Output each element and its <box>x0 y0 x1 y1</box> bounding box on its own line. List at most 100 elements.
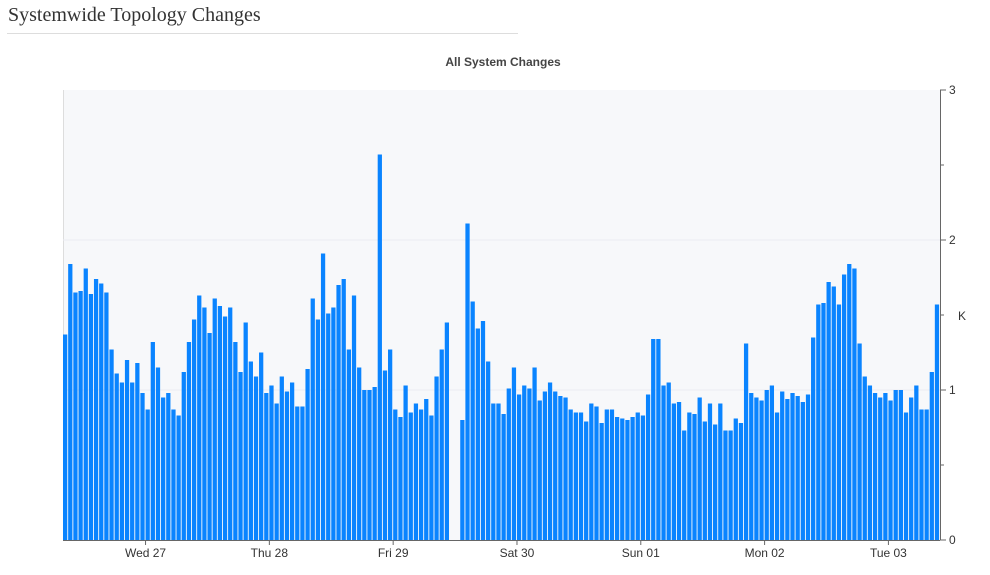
bar <box>934 304 940 540</box>
bar <box>749 393 754 540</box>
bar <box>480 321 486 540</box>
bar <box>166 393 171 540</box>
bar <box>496 403 501 540</box>
bar <box>222 316 228 540</box>
bar <box>248 361 253 540</box>
bar <box>408 412 413 540</box>
bar <box>93 279 99 540</box>
bar <box>584 421 589 540</box>
page-title: Systemwide Topology Changes <box>8 4 261 26</box>
bar <box>413 403 419 540</box>
bar <box>532 367 537 540</box>
bar <box>506 388 511 540</box>
bar <box>78 291 83 540</box>
bar <box>831 286 836 540</box>
bar <box>382 370 388 540</box>
bar <box>135 363 140 540</box>
bar <box>764 390 769 540</box>
bar <box>346 349 351 540</box>
bar <box>274 403 279 540</box>
bar <box>728 430 733 540</box>
x-tick-label: Thu 28 <box>251 546 289 560</box>
bar <box>702 421 707 540</box>
bar <box>883 393 888 540</box>
bar <box>872 393 878 540</box>
y-tick-label: 1 <box>949 383 956 397</box>
bar <box>924 409 929 540</box>
bar <box>320 253 326 540</box>
bar <box>780 391 785 540</box>
bar <box>326 313 331 540</box>
title-divider <box>7 33 518 34</box>
bar <box>124 360 130 540</box>
bar <box>800 402 805 540</box>
bar <box>377 154 382 540</box>
bar <box>811 337 816 540</box>
bar <box>140 393 145 540</box>
bar <box>305 369 310 540</box>
bar <box>671 403 676 540</box>
bar <box>707 403 713 540</box>
bar <box>630 417 635 540</box>
bar <box>207 333 212 540</box>
bar <box>130 382 135 540</box>
bar <box>439 349 444 540</box>
bar <box>217 306 223 540</box>
bar <box>542 391 548 540</box>
bar <box>553 391 558 540</box>
bar <box>434 376 439 540</box>
bar <box>687 412 692 540</box>
bar <box>537 400 542 540</box>
bar <box>284 391 290 540</box>
bar <box>279 376 284 540</box>
bar <box>573 412 578 540</box>
bar <box>465 223 470 540</box>
bar <box>88 294 94 540</box>
bar <box>723 430 728 540</box>
bar <box>563 397 568 540</box>
bar <box>713 424 718 540</box>
bar <box>516 394 522 540</box>
bar <box>155 367 161 540</box>
bar <box>620 418 625 540</box>
bar <box>310 298 315 540</box>
y-tick-label: 2 <box>949 233 956 247</box>
bar <box>362 390 367 540</box>
bar <box>264 393 269 540</box>
bar <box>114 373 119 540</box>
bar <box>388 349 393 540</box>
x-tick-label: Mon 02 <box>745 546 785 560</box>
bar <box>929 372 934 540</box>
bar <box>790 393 795 540</box>
bar <box>909 397 914 540</box>
bar <box>150 342 155 540</box>
bar <box>99 283 104 540</box>
bar <box>212 298 217 540</box>
bar <box>878 397 883 540</box>
y-tick-label: 3 <box>949 83 956 97</box>
bar <box>475 328 480 540</box>
bar <box>919 409 924 540</box>
bar <box>522 385 527 540</box>
bar <box>614 417 620 540</box>
bar <box>161 397 166 540</box>
bar <box>243 322 248 540</box>
bar <box>197 295 202 540</box>
bar <box>888 400 893 540</box>
bar <box>857 343 862 540</box>
bar <box>609 409 615 540</box>
bar <box>661 385 666 540</box>
bar <box>558 396 563 540</box>
bar <box>470 301 475 540</box>
bar <box>852 268 857 540</box>
x-tick-label: Tue 03 <box>870 546 907 560</box>
bar <box>821 303 826 540</box>
bar <box>847 264 852 540</box>
bar <box>351 295 357 540</box>
bar <box>109 349 114 540</box>
bar <box>743 343 749 540</box>
bar <box>73 292 78 540</box>
bar <box>486 361 491 540</box>
bar <box>202 307 207 540</box>
